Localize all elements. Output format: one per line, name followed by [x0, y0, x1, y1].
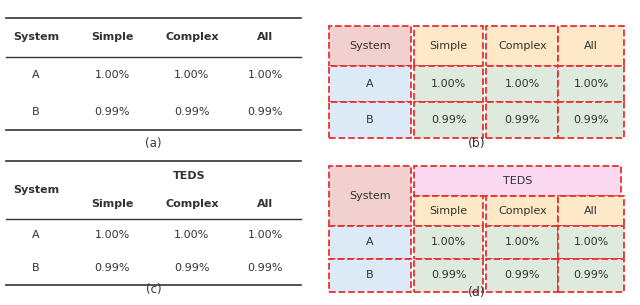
FancyBboxPatch shape [558, 259, 624, 292]
Text: (d): (d) [468, 286, 486, 299]
Text: 1.00%: 1.00% [95, 230, 130, 240]
FancyBboxPatch shape [330, 66, 411, 102]
FancyBboxPatch shape [558, 196, 624, 226]
Text: 1.00%: 1.00% [505, 237, 540, 247]
Text: 0.99%: 0.99% [504, 270, 540, 280]
FancyBboxPatch shape [330, 259, 411, 292]
Text: TEDS: TEDS [173, 170, 205, 181]
FancyBboxPatch shape [414, 226, 483, 259]
Text: System: System [13, 185, 59, 195]
Text: Complex: Complex [498, 41, 547, 51]
Text: 0.99%: 0.99% [248, 263, 284, 273]
FancyBboxPatch shape [330, 102, 411, 138]
Text: 0.99%: 0.99% [573, 115, 609, 125]
Text: 0.99%: 0.99% [95, 263, 130, 273]
Text: 1.00%: 1.00% [174, 70, 209, 80]
Text: B: B [366, 115, 374, 125]
Text: Simple: Simple [91, 199, 134, 209]
Text: 0.99%: 0.99% [573, 270, 609, 280]
FancyBboxPatch shape [330, 166, 411, 226]
FancyBboxPatch shape [414, 166, 621, 196]
FancyBboxPatch shape [558, 226, 624, 259]
Text: Complex: Complex [165, 32, 219, 42]
Text: (a): (a) [145, 137, 162, 150]
FancyBboxPatch shape [414, 102, 483, 138]
Text: 1.00%: 1.00% [573, 79, 609, 89]
Text: Complex: Complex [498, 206, 547, 216]
Text: B: B [32, 263, 40, 273]
FancyBboxPatch shape [486, 66, 558, 102]
Text: A: A [366, 237, 374, 247]
Text: 1.00%: 1.00% [248, 70, 283, 80]
FancyBboxPatch shape [486, 196, 558, 226]
FancyBboxPatch shape [414, 196, 483, 226]
FancyBboxPatch shape [486, 102, 558, 138]
Text: Complex: Complex [165, 199, 219, 209]
FancyBboxPatch shape [414, 26, 483, 66]
FancyBboxPatch shape [414, 66, 483, 102]
Text: 1.00%: 1.00% [431, 79, 466, 89]
Text: 1.00%: 1.00% [505, 79, 540, 89]
FancyBboxPatch shape [486, 226, 558, 259]
Text: System: System [349, 41, 391, 51]
Text: All: All [257, 199, 273, 209]
Text: B: B [366, 270, 374, 280]
Text: 0.99%: 0.99% [174, 107, 210, 117]
Text: Simple: Simple [429, 41, 468, 51]
Text: All: All [584, 41, 598, 51]
FancyBboxPatch shape [414, 259, 483, 292]
FancyBboxPatch shape [330, 226, 411, 259]
Text: 0.99%: 0.99% [95, 107, 130, 117]
FancyBboxPatch shape [558, 26, 624, 66]
FancyBboxPatch shape [558, 66, 624, 102]
Text: Simple: Simple [429, 206, 468, 216]
Text: (b): (b) [468, 137, 486, 150]
Text: 1.00%: 1.00% [431, 237, 466, 247]
Text: 0.99%: 0.99% [248, 107, 284, 117]
Text: B: B [32, 107, 40, 117]
Text: 1.00%: 1.00% [174, 230, 209, 240]
Text: TEDS: TEDS [503, 176, 532, 186]
Text: 0.99%: 0.99% [431, 115, 467, 125]
Text: 0.99%: 0.99% [431, 270, 467, 280]
Text: 1.00%: 1.00% [95, 70, 130, 80]
Text: A: A [366, 79, 374, 89]
Text: 0.99%: 0.99% [504, 115, 540, 125]
Text: A: A [32, 70, 40, 80]
Text: A: A [32, 230, 40, 240]
FancyBboxPatch shape [330, 26, 411, 66]
Text: 1.00%: 1.00% [248, 230, 283, 240]
Text: All: All [584, 206, 598, 216]
FancyBboxPatch shape [486, 259, 558, 292]
FancyBboxPatch shape [486, 26, 558, 66]
Text: 1.00%: 1.00% [573, 237, 609, 247]
Text: System: System [13, 32, 59, 42]
Text: 0.99%: 0.99% [174, 263, 210, 273]
Text: System: System [349, 191, 391, 201]
Text: All: All [257, 32, 273, 42]
Text: (c): (c) [146, 283, 161, 296]
FancyBboxPatch shape [558, 102, 624, 138]
Text: Simple: Simple [91, 32, 134, 42]
